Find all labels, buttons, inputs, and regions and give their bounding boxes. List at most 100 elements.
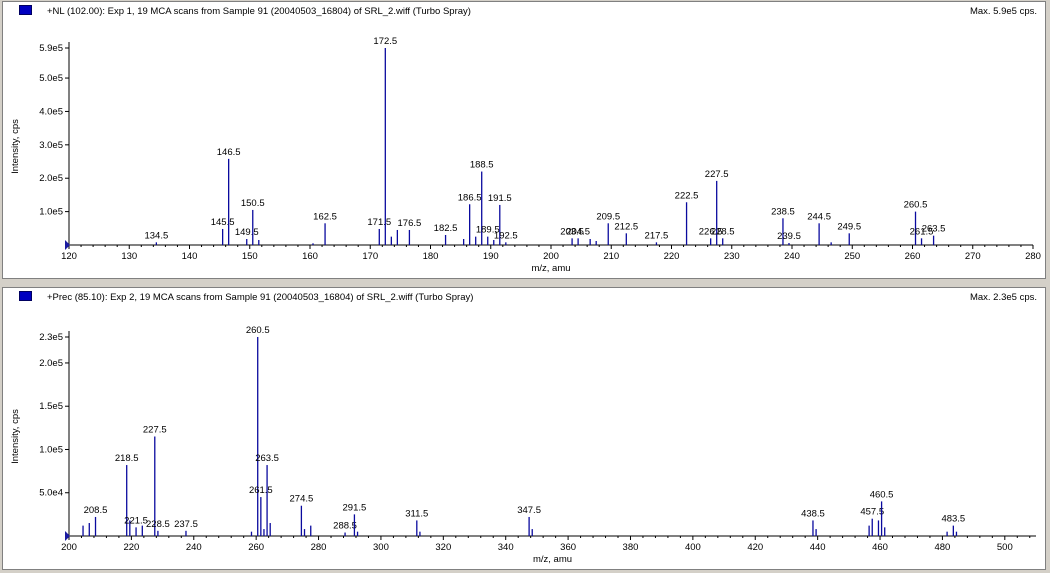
peak-label: 191.5 <box>488 193 512 204</box>
peak-label: 227.5 <box>143 425 167 436</box>
peak-label: 134.5 <box>144 230 168 241</box>
y-tick-label: 3.0e5 <box>39 140 63 151</box>
y-tick-label: 1.0e5 <box>39 207 63 218</box>
panel-title: +Prec (85.10): Exp 2, 19 MCA scans from … <box>47 292 474 303</box>
peak-label: 208.5 <box>84 505 108 516</box>
panel-marker-icon[interactable] <box>19 5 32 15</box>
max-intensity: Max. 2.3e5 cps. <box>969 292 1037 303</box>
peak-label: 145.5 <box>211 217 235 228</box>
peak-label: 263.5 <box>922 224 946 235</box>
max-intensity: Max. 5.9e5 cps. <box>969 6 1037 17</box>
peak-label: 483.5 <box>941 514 965 525</box>
peak-label: 212.5 <box>614 221 638 232</box>
peak-label: 237.5 <box>174 519 198 530</box>
peak-label: 288.5 <box>333 521 357 532</box>
y-tick-label: 5.9e5 <box>39 43 63 54</box>
peak-label: 249.5 <box>837 221 861 232</box>
x-tick-label: 280 <box>311 542 327 553</box>
x-tick-label: 440 <box>810 542 826 553</box>
peak-label: 228.5 <box>711 226 735 237</box>
peak-label: 217.5 <box>645 230 669 241</box>
x-tick-label: 260 <box>905 251 921 262</box>
peak-label: 311.5 <box>405 508 428 519</box>
y-tick-label: 4.0e5 <box>39 106 63 117</box>
x-tick-label: 140 <box>182 251 198 262</box>
peak-label: 146.5 <box>217 147 241 158</box>
x-tick-label: 300 <box>373 542 389 553</box>
peak-label: 347.5 <box>517 505 541 516</box>
peak-label: 457.5 <box>860 507 884 518</box>
peak-label: 186.5 <box>458 192 482 203</box>
peak-label: 438.5 <box>801 508 825 519</box>
peak-label: 460.5 <box>870 489 894 500</box>
x-tick-label: 260 <box>248 542 264 553</box>
peak-label: 260.5 <box>904 200 928 211</box>
peak-label: 162.5 <box>313 211 337 222</box>
peak-label: 239.5 <box>777 231 801 242</box>
y-tick-label: 2.0e5 <box>39 173 63 184</box>
peak-label: 260.5 <box>246 325 270 336</box>
x-tick-label: 220 <box>664 251 680 262</box>
peak-label: 203.5 <box>560 226 584 237</box>
peak-label: 228.5 <box>146 519 170 530</box>
peak-label: 189.5 <box>476 225 500 236</box>
panel-marker-icon[interactable] <box>19 291 32 301</box>
x-tick-label: 360 <box>560 542 576 553</box>
panel-header: +Prec (85.10): Exp 2, 19 MCA scans from … <box>3 288 1045 307</box>
peak-label: 218.5 <box>115 453 139 464</box>
panel-title: +NL (102.00): Exp 1, 19 MCA scans from S… <box>47 6 471 17</box>
x-tick-label: 160 <box>302 251 318 262</box>
peak-label: 188.5 <box>470 160 494 171</box>
x-tick-label: 180 <box>423 251 439 262</box>
peak-label: 176.5 <box>398 218 422 229</box>
x-tick-label: 240 <box>784 251 800 262</box>
peak-label: 244.5 <box>807 211 831 222</box>
peak-label: 204.5 <box>566 226 590 237</box>
x-tick-label: 380 <box>623 542 639 553</box>
x-tick-label: 240 <box>186 542 202 553</box>
y-tick-label: 5.0e4 <box>39 488 63 499</box>
x-tick-label: 250 <box>844 251 860 262</box>
peak-label: 222.5 <box>675 190 699 201</box>
x-tick-label: 150 <box>242 251 258 262</box>
x-tick-label: 220 <box>123 542 139 553</box>
x-tick-label: 130 <box>121 251 137 262</box>
panel-separator[interactable] <box>0 279 1050 286</box>
peak-label: 263.5 <box>255 453 279 464</box>
peak-label: 291.5 <box>343 502 367 513</box>
peak-label: 221.5 <box>124 515 148 526</box>
y-tick-label: 2.0e5 <box>39 358 63 369</box>
x-tick-label: 400 <box>685 542 701 553</box>
x-tick-label: 200 <box>543 251 559 262</box>
x-tick-label: 480 <box>934 542 950 553</box>
peak-label: 182.5 <box>434 223 458 234</box>
peak-label: 238.5 <box>771 206 795 217</box>
peak-label: 227.5 <box>705 169 729 180</box>
y-tick-label: 1.0e5 <box>39 444 63 455</box>
spectrum-panel-prec: +Prec (85.10): Exp 2, 19 MCA scans from … <box>2 287 1046 570</box>
origin-marker-icon <box>65 240 70 250</box>
x-tick-label: 170 <box>362 251 378 262</box>
peak-label: 172.5 <box>373 36 397 47</box>
x-tick-label: 230 <box>724 251 740 262</box>
peak-label: 209.5 <box>596 211 620 222</box>
peak-label: 171.5 <box>367 217 391 228</box>
x-tick-label: 120 <box>61 251 77 262</box>
y-axis-label: Intensity, cps <box>10 409 21 464</box>
peak-label: 226.5 <box>699 226 723 237</box>
x-tick-label: 280 <box>1025 251 1041 262</box>
peak-label: 150.5 <box>241 198 265 209</box>
x-axis-label: m/z, amu <box>533 554 572 565</box>
x-tick-label: 320 <box>435 542 451 553</box>
peak-label: 192.5 <box>494 230 518 241</box>
x-tick-label: 190 <box>483 251 499 262</box>
x-tick-label: 500 <box>997 542 1013 553</box>
x-axis-label: m/z, amu <box>531 263 570 274</box>
y-tick-label: 2.3e5 <box>39 332 63 343</box>
spectrum-chart-prec[interactable]: 200 220 240 260 280 300 320 340 360 380 400 420 440 4… <box>3 288 1047 571</box>
x-tick-label: 460 <box>872 542 888 553</box>
x-tick-label: 210 <box>603 251 619 262</box>
peak-label: 274.5 <box>290 494 314 505</box>
spectrum-chart-nl[interactable]: 120 130 140 150 160 170 180 190 200 210 220 230 240 2… <box>3 2 1047 280</box>
x-tick-label: 200 <box>61 542 77 553</box>
